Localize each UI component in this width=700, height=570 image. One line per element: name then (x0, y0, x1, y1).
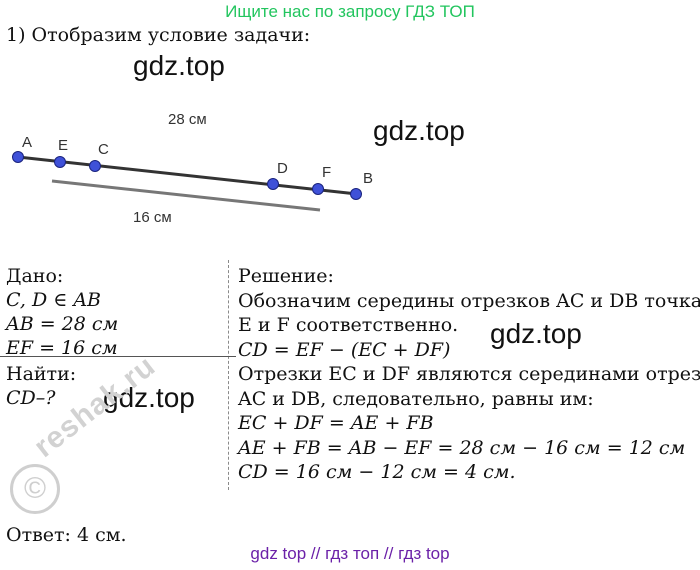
watermark: gdz.top (133, 50, 225, 81)
length-label-ab: 28 см (168, 111, 207, 128)
column-divider (228, 260, 229, 490)
point-f (312, 183, 324, 195)
point-d (267, 178, 279, 190)
solution-block: Решение: Обозначим середины отрезков AC … (238, 264, 700, 485)
find-line: CD–? (6, 387, 56, 409)
point-e (54, 156, 66, 168)
given-find-divider (0, 356, 236, 357)
segment-ab (17, 155, 358, 196)
given-line: C, D ∈ AB (6, 289, 101, 311)
point-c (89, 160, 101, 172)
find-title: Найти: (6, 363, 77, 385)
point-label: C (98, 141, 109, 158)
solution-line: AE + FB = AB − EF = 28 см − 16 см = 12 с… (238, 436, 686, 459)
segment-diagram: A E C D F B 28 см 16 см (12, 111, 373, 226)
solution-line: Отрезки EC и DF являются серединами отре… (238, 363, 700, 385)
solution-line: Обозначим середины отрезков AC и DB точк… (238, 289, 700, 312)
point-label: B (363, 170, 373, 187)
length-label-ef: 16 см (133, 209, 172, 226)
point-a (12, 151, 24, 163)
footer-links[interactable]: gdz top // гдз топ // гдз top (250, 544, 450, 563)
segment-ef-measure (51, 179, 321, 212)
given-line: EF = 16 см (6, 337, 118, 359)
solution-line: E и F соответственно. (238, 314, 459, 336)
solution-line: EC + DF = AE + FB (238, 412, 434, 434)
point-label: E (58, 137, 68, 154)
solution-line: CD = 16 см − 12 см = 4 см. (238, 461, 516, 483)
given-line: AB = 28 см (6, 313, 119, 335)
watermark: gdz.top (490, 318, 582, 349)
find-block: Найти: CD–? (6, 362, 76, 410)
point-label: F (322, 164, 331, 181)
answer-line: Ответ: 4 см. (6, 524, 127, 546)
copyright-icon: © (10, 464, 60, 514)
watermark: gdz.top (373, 115, 465, 146)
solution-title: Решение: (238, 265, 334, 287)
solution-line: AC и DB, следовательно, равны им: (238, 387, 594, 410)
given-title: Дано: (6, 265, 64, 287)
solution-line: CD = EF − (EC + DF) (238, 338, 451, 361)
point-label: A (22, 134, 32, 151)
given-block: Дано: C, D ∈ AB AB = 28 см EF = 16 см (6, 264, 118, 360)
top-banner: Ищите нас по запросу ГДЗ ТОП (225, 2, 475, 21)
point-b (350, 188, 362, 200)
task-heading: 1) Отобразим условие задачи: (6, 24, 311, 46)
watermark: gdz.top (103, 382, 195, 413)
point-label: D (277, 160, 288, 177)
reshak-stamp: © reshak.ru (8, 349, 162, 528)
